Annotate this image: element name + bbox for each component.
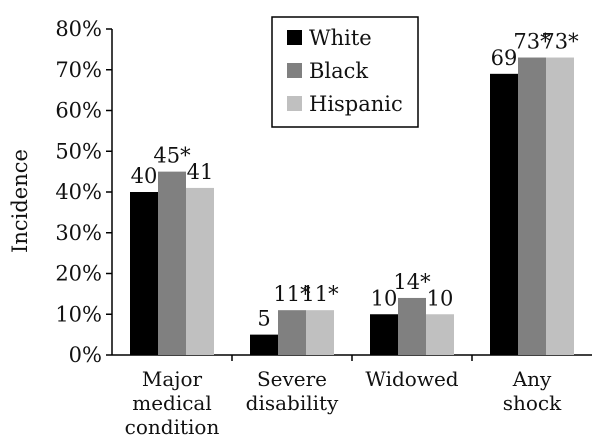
data-label: 10 xyxy=(371,286,398,310)
bar-white xyxy=(130,192,158,355)
data-label: 14* xyxy=(393,270,431,294)
y-tick-label: 30% xyxy=(55,221,102,245)
x-category-label-line: disability xyxy=(246,391,339,415)
data-label: 40 xyxy=(131,164,158,188)
legend-swatch-white xyxy=(287,30,302,45)
y-tick-label: 0% xyxy=(69,343,102,367)
legend-swatch-black xyxy=(287,63,302,78)
bar-black xyxy=(518,57,546,356)
data-label: 69 xyxy=(491,46,518,70)
bar-hispanic xyxy=(186,187,214,355)
bar-black xyxy=(278,310,306,355)
bar-hispanic xyxy=(306,310,334,355)
x-category-label: Major medical condition xyxy=(125,367,220,439)
data-label: 45* xyxy=(153,144,191,168)
y-tick-label: 40% xyxy=(55,180,102,204)
y-axis-title: Incidence xyxy=(8,149,32,253)
x-axis: Major medical condition Severe disability Wid… xyxy=(112,354,592,439)
legend-swatch-hispanic xyxy=(287,96,302,111)
y-tick-label: 80% xyxy=(55,17,102,41)
bar-hispanic xyxy=(426,314,454,355)
bar-white xyxy=(370,314,398,355)
x-category-label: Any shock xyxy=(503,367,562,415)
data-label: 41 xyxy=(187,160,214,184)
bar-black xyxy=(398,297,426,355)
x-category-label-line: Severe xyxy=(257,367,327,391)
legend-label-hispanic: Hispanic xyxy=(309,92,403,116)
x-category-label-line: shock xyxy=(503,391,562,415)
x-category-label: Widowed xyxy=(365,367,458,391)
x-category-label: Severe disability xyxy=(246,367,339,415)
x-category-label-line: Any xyxy=(512,367,552,391)
data-label: 11* xyxy=(301,282,339,306)
y-tick-label: 60% xyxy=(55,99,102,123)
legend-label-white: White xyxy=(309,26,372,50)
data-label: 5 xyxy=(257,307,270,331)
x-category-label-line: medical xyxy=(132,391,212,415)
bar-white xyxy=(250,334,278,355)
y-tick-label: 50% xyxy=(55,139,102,163)
bar-black xyxy=(158,171,186,355)
y-tick-label: 70% xyxy=(55,58,102,82)
x-category-label-line: Widowed xyxy=(365,367,458,391)
y-axis: 0% 10% 20% 30% 40% 50% 60% 70% 80% xyxy=(55,17,113,367)
bar-hispanic xyxy=(546,57,574,356)
data-label: 10 xyxy=(427,286,454,310)
legend-label-black: Black xyxy=(309,59,368,83)
y-tick-label: 20% xyxy=(55,262,102,286)
x-category-label-line: Major xyxy=(142,367,203,391)
bars xyxy=(130,57,574,356)
legend: White Black Hispanic xyxy=(271,16,419,128)
data-label: 73* xyxy=(541,30,579,54)
y-tick-label: 10% xyxy=(55,302,102,326)
data-label: 73* xyxy=(513,30,551,54)
x-category-label-line: condition xyxy=(125,415,220,439)
data-label: 11* xyxy=(273,282,311,306)
bar-white xyxy=(490,73,518,355)
